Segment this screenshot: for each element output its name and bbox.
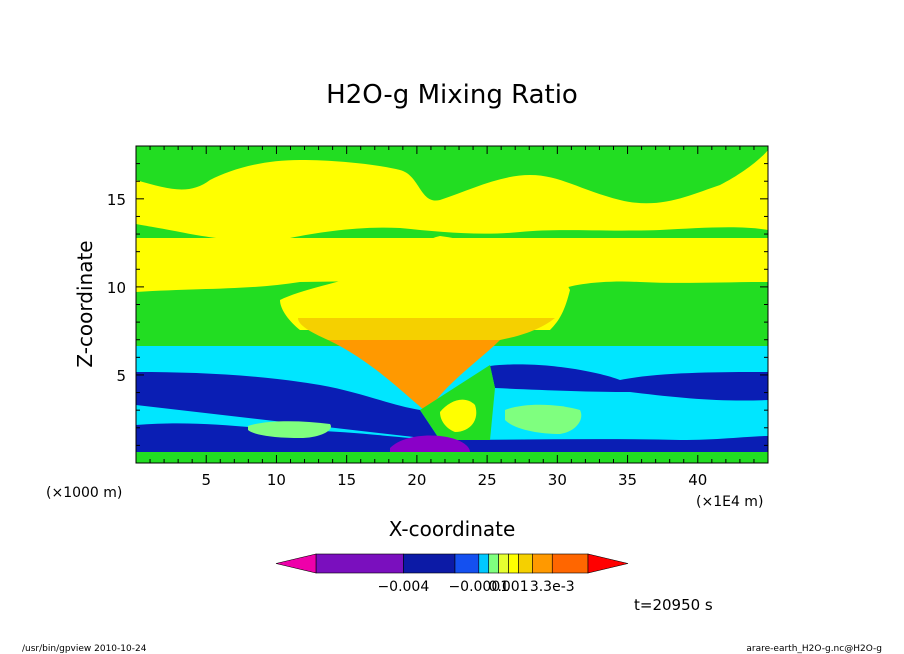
y-tick-label: 5 xyxy=(116,367,126,385)
plot-area: 5 10 15 20 25 30 35 40 5 10 15 xyxy=(107,145,769,489)
colorbar-cell xyxy=(488,553,499,574)
x-tick-label: 25 xyxy=(478,471,497,489)
colorbar-cell xyxy=(532,553,553,574)
field-blue-left xyxy=(136,372,440,440)
colorbar-cell xyxy=(518,553,533,574)
x-axis-label: X-coordinate xyxy=(389,517,516,541)
colorbar-cell xyxy=(498,553,509,574)
colorbar-cell xyxy=(315,553,404,574)
colorbar-max-arrow xyxy=(587,553,629,574)
x-unit-left: (×1000 m) xyxy=(46,485,122,501)
footer-left: /usr/bin/gpview 2010-10-24 xyxy=(22,644,147,654)
x-tick-label: 35 xyxy=(618,471,637,489)
field-yellow-upper-core xyxy=(298,318,555,340)
y-axis-label: Z-coordinate xyxy=(73,240,97,367)
field-yellow-patch xyxy=(440,399,477,432)
x-tick-label: 10 xyxy=(267,471,286,489)
field-green-patch-left xyxy=(248,421,331,438)
y-axis-ticks: 5 10 15 xyxy=(107,145,768,446)
y-tick-label: 10 xyxy=(107,279,126,297)
colorbar-min-arrow xyxy=(275,553,317,574)
x-unit-right: (×1E4 m) xyxy=(696,494,763,510)
time-label: t=20950 s xyxy=(634,596,713,614)
colorbar-label: 3.3e-3 xyxy=(530,579,575,595)
colorbar-cell xyxy=(478,553,490,574)
x-tick-label: 20 xyxy=(407,471,426,489)
x-tick-label: 15 xyxy=(337,471,356,489)
field-orange-core xyxy=(328,340,500,410)
field-green-bottom xyxy=(136,452,768,463)
colorbar-label: 0.001 xyxy=(489,579,529,595)
chart-title: H2O-g Mixing Ratio xyxy=(326,80,578,110)
field-yellow-anvil xyxy=(280,236,570,330)
x-axis-ticks: 5 10 15 20 25 30 35 40 xyxy=(149,146,755,489)
footer-right: arare-earth_H2O-g.nc@H2O-g xyxy=(746,644,882,654)
colorbar-label: −0.0001 xyxy=(448,579,509,595)
colorbar-cell xyxy=(454,553,480,574)
x-tick-label: 40 xyxy=(688,471,707,489)
colorbar-cell xyxy=(508,553,519,574)
x-tick-label: 30 xyxy=(548,471,567,489)
field-blue-right xyxy=(490,364,768,401)
field-purple-core xyxy=(390,435,470,452)
colorbar-cell xyxy=(403,553,456,574)
y-tick-label: 15 xyxy=(107,191,126,209)
field-yellow-upper xyxy=(136,150,768,241)
field-green-patch-right xyxy=(505,404,582,434)
colorbar-cell xyxy=(551,553,589,574)
colorbar-label: −0.004 xyxy=(377,579,429,595)
x-tick-label: 5 xyxy=(201,471,211,489)
